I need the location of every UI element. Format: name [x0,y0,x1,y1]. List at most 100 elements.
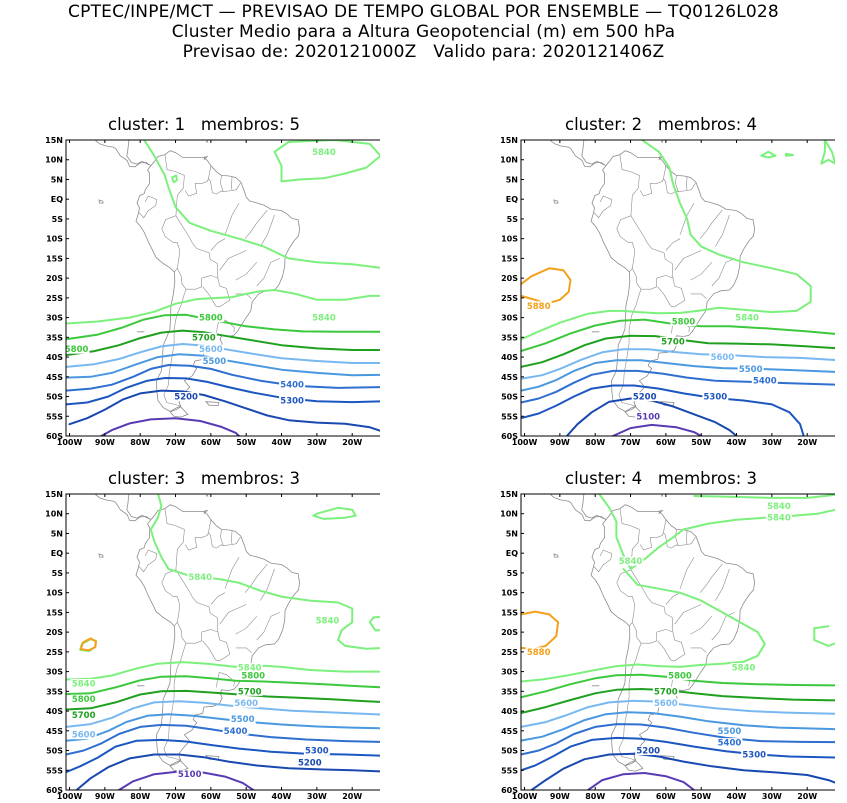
lat-axis-label: 55S [46,766,63,775]
country-border [670,278,686,308]
country-border [690,262,713,281]
cluster-panel-title: cluster: 1 membros: 5 [108,115,301,134]
contour-label-bg [737,364,764,374]
coastline-island [185,126,191,128]
country-border [194,532,209,539]
country-border [619,508,640,570]
lat-axis-label: 20S [46,274,63,283]
contour-label: 5100 [178,770,202,780]
country-border [175,215,219,279]
coastline-island [661,140,664,143]
contour-label: 5840 [767,502,791,512]
lon-axis-label: 90W [95,438,115,445]
country-border [649,178,664,185]
country-border [663,165,696,195]
country-border [639,183,653,197]
country-border [657,640,672,661]
contour-label: 5840 [767,514,791,524]
contour-label-bg [229,714,256,724]
contour-label-bg [635,746,662,756]
contour-label-bg [730,663,757,673]
contour-line [521,610,560,651]
country-border [665,592,681,605]
contour-label: 5500 [739,365,763,375]
map-frame [65,139,380,437]
lat-axis-label: 15N [500,136,518,145]
coastline-island [661,494,664,497]
lon-axis-label: 80W [585,438,605,445]
country-border [186,275,219,290]
country-border [215,278,231,308]
lat-axis-label: 55S [501,412,518,421]
lon-axis-label: 50W [236,792,256,799]
contour-label-bg [652,686,679,696]
contour-line [79,637,97,652]
lat-axis-label: 30S [46,314,63,323]
contour-line [813,625,835,647]
coastline-island [661,135,662,137]
country-border [256,612,280,641]
contour-label: 5840 [312,314,336,324]
coastline-island [602,127,609,128]
contour-label-bg [279,395,306,405]
contour-label-bg [617,556,644,566]
contour-label: 5840 [619,557,643,567]
contour-line [521,699,835,728]
contour-line [66,713,380,742]
contour-line [521,384,805,436]
lon-axis-label: 90W [95,792,115,799]
coastline-island [147,481,154,482]
contour-label: 5600 [72,731,96,741]
lat-axis-label: 10N [500,156,518,165]
contour-label: 5880 [527,648,551,658]
contour-label: 5200 [298,758,322,768]
lat-axis-label: 5N [51,175,63,184]
country-border [219,250,247,271]
contour-label: 5700 [192,333,216,343]
lon-axis-label: 20W [342,792,362,799]
contour-label: 5600 [711,353,735,363]
coastline-south-america [590,150,756,412]
contour-line [312,506,357,520]
coastline-island [658,156,664,161]
contour-label-bg [635,411,662,421]
cluster-map: 5840584058405840580058005700570056005600… [45,481,380,799]
lat-axis-label: 30S [46,668,63,677]
contour-label-bg [631,392,658,402]
country-border [665,238,681,251]
contour-label-bg [70,678,97,688]
country-border [616,215,636,272]
lat-axis-label: 60S [46,432,63,441]
coastline-island [160,121,181,128]
contour-line [521,334,835,368]
lat-axis-label: 10S [501,589,518,598]
lat-axis-label: EQ [506,549,518,558]
contour-label: 5880 [527,302,551,312]
contour-label-bg [173,392,200,402]
contour-label: 5600 [654,699,678,709]
contour-label: 5800 [672,318,696,328]
lat-axis-label: 40S [501,353,518,362]
country-border [675,175,679,192]
country-border [260,568,275,601]
country-border [161,215,181,272]
lat-axis-label: 15S [501,254,518,263]
contour-label: 5400 [753,377,777,387]
country-border [690,293,707,299]
contour-label: 5800 [65,345,89,355]
lon-axis-label: 90W [550,792,570,799]
lon-axis-label: 30W [307,438,327,445]
country-border [711,612,735,641]
lon-axis-label: 30W [307,792,327,799]
contour-line [521,723,835,756]
country-border [202,640,217,661]
coastline-island [206,140,209,143]
coastline-island [123,115,161,119]
contour-line [521,140,812,341]
contour-label: 5840 [72,679,96,689]
country-border [686,176,688,191]
cluster-panel-1: cluster: 1 membros: 5 5840 5840 5800 5800 57… [32,115,380,445]
lon-axis-label: 50W [691,438,711,445]
coastline-island [615,475,636,482]
map-frame [65,493,380,791]
